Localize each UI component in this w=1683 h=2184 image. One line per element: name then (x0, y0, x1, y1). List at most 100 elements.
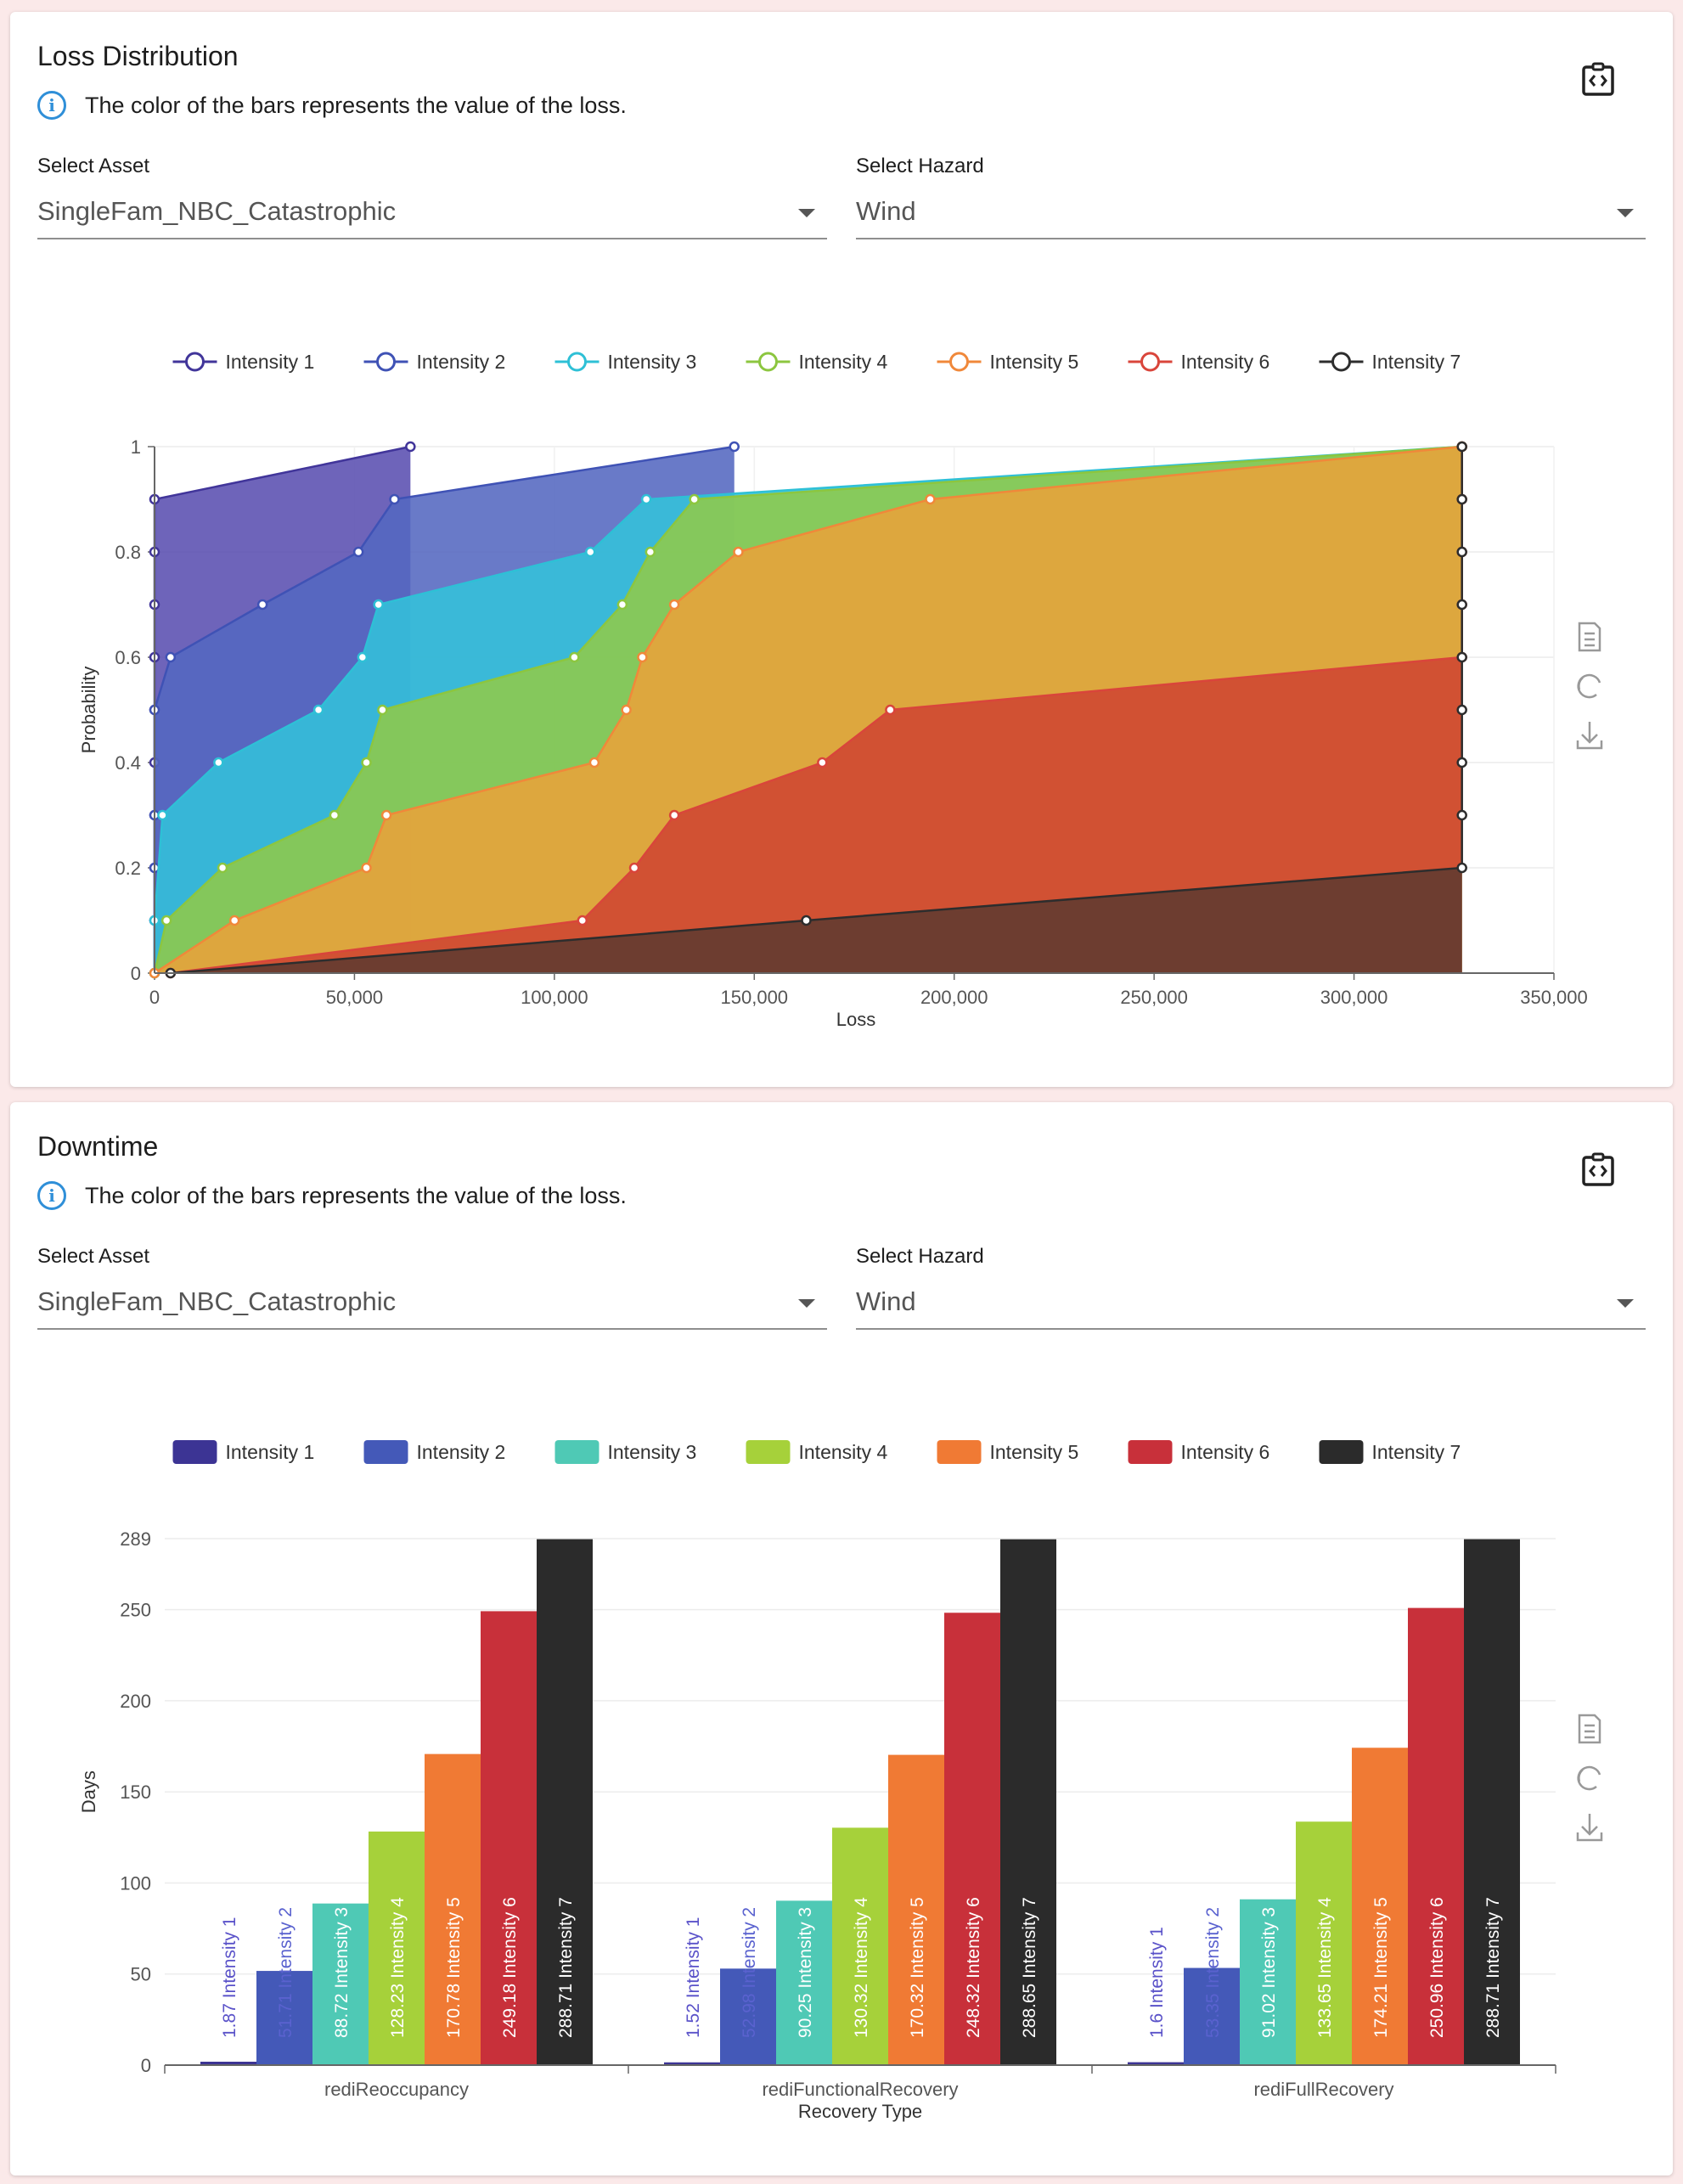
bar[interactable] (1296, 1821, 1352, 2065)
data-point[interactable] (373, 599, 384, 611)
legend-item[interactable]: Intensity 7 (1319, 1440, 1461, 1464)
bar[interactable] (944, 1613, 1000, 2065)
data-point[interactable] (380, 809, 392, 821)
data-point[interactable] (733, 546, 744, 558)
bar[interactable] (1464, 1539, 1520, 2065)
bar[interactable] (1352, 1748, 1408, 2065)
data-point[interactable] (377, 704, 388, 716)
legend-item[interactable]: Intensity 5 (937, 1440, 1079, 1464)
data-point[interactable] (1456, 599, 1467, 611)
bar[interactable] (369, 1831, 425, 2065)
data-view-icon[interactable] (1578, 1714, 1601, 1744)
bar[interactable] (312, 1903, 369, 2065)
legend-item[interactable]: Intensity 3 (554, 1440, 697, 1464)
legend-item[interactable]: Intensity 7 (1319, 351, 1461, 373)
data-point[interactable] (157, 809, 168, 821)
data-point[interactable] (228, 915, 240, 926)
data-point[interactable] (637, 651, 648, 663)
data-point[interactable] (729, 441, 740, 453)
bar[interactable] (200, 2061, 256, 2065)
data-point[interactable] (165, 651, 177, 663)
data-point[interactable] (389, 493, 400, 505)
bar[interactable] (425, 1753, 481, 2065)
hazard-select-label: Select Hazard (856, 1245, 984, 1268)
restore-icon[interactable] (1577, 1765, 1601, 1791)
data-point[interactable] (644, 546, 656, 558)
data-view-icon[interactable] (1578, 622, 1601, 652)
data-point[interactable] (689, 493, 700, 505)
data-point[interactable] (1456, 862, 1467, 874)
data-point[interactable] (160, 915, 172, 926)
bar[interactable] (537, 1539, 593, 2065)
data-point[interactable] (640, 493, 652, 505)
download-icon[interactable] (1576, 722, 1603, 750)
legend-item[interactable]: Intensity 3 (554, 351, 697, 373)
data-point[interactable] (352, 546, 364, 558)
data-point[interactable] (616, 599, 628, 611)
data-point[interactable] (621, 704, 632, 716)
bar[interactable] (1000, 1539, 1056, 2065)
embed-code-icon[interactable] (1579, 1151, 1617, 1189)
bar[interactable] (1184, 1967, 1240, 2065)
legend-item[interactable]: Intensity 5 (937, 351, 1079, 373)
legend-item[interactable]: Intensity 1 (172, 351, 315, 373)
data-point[interactable] (1456, 546, 1467, 558)
data-point[interactable] (405, 441, 416, 453)
bar[interactable] (256, 1971, 312, 2065)
data-point[interactable] (925, 493, 936, 505)
data-point[interactable] (1456, 651, 1467, 663)
data-point[interactable] (1456, 704, 1467, 716)
data-point[interactable] (312, 704, 324, 716)
asset-select[interactable]: SingleFam_NBC_Catastrophic (37, 190, 827, 239)
data-point[interactable] (668, 809, 680, 821)
bar[interactable] (481, 1611, 537, 2065)
x-tick-label: 150,000 (721, 987, 789, 1008)
bar[interactable] (1240, 1899, 1296, 2065)
data-point[interactable] (1456, 757, 1467, 768)
bar[interactable] (720, 1968, 776, 2065)
legend-item[interactable]: Intensity 6 (1128, 351, 1270, 373)
legend-item[interactable]: Intensity 6 (1128, 1440, 1270, 1464)
asset-select[interactable]: SingleFam_NBC_Catastrophic (37, 1281, 827, 1330)
data-point[interactable] (588, 757, 600, 768)
data-point[interactable] (577, 915, 588, 926)
x-tick-label: 200,000 (920, 987, 988, 1008)
legend-item[interactable]: Intensity 2 (363, 351, 506, 373)
bar[interactable] (832, 1827, 888, 2065)
data-point[interactable] (256, 599, 268, 611)
bar-label: 133.65 Intensity 4 (1315, 1897, 1335, 2038)
data-point[interactable] (628, 862, 640, 874)
data-point[interactable] (584, 546, 596, 558)
legend-item[interactable]: Intensity 1 (172, 1440, 315, 1464)
data-point[interactable] (569, 651, 580, 663)
data-point[interactable] (1456, 441, 1467, 453)
data-point[interactable] (213, 757, 224, 768)
y-tick-label: 0.8 (115, 542, 141, 563)
legend-item[interactable]: Intensity 4 (746, 1440, 888, 1464)
bar[interactable] (888, 1754, 944, 2065)
data-point[interactable] (329, 809, 341, 821)
restore-icon[interactable] (1577, 673, 1601, 699)
hazard-select[interactable]: Wind (856, 190, 1646, 239)
bar[interactable] (1408, 1607, 1464, 2065)
data-point[interactable] (885, 704, 896, 716)
data-point[interactable] (801, 915, 812, 926)
data-point[interactable] (361, 862, 372, 874)
data-point[interactable] (361, 757, 372, 768)
bar[interactable] (776, 1900, 832, 2065)
y-axis-title: Probability (78, 667, 99, 754)
data-point[interactable] (817, 757, 828, 768)
embed-code-icon[interactable] (1579, 61, 1617, 99)
data-point[interactable] (668, 599, 680, 611)
bar[interactable] (664, 2062, 720, 2065)
y-tick-label: 1 (131, 436, 141, 458)
data-point[interactable] (357, 651, 369, 663)
data-point[interactable] (217, 862, 228, 874)
bar[interactable] (1128, 2062, 1184, 2065)
hazard-select[interactable]: Wind (856, 1281, 1646, 1330)
download-icon[interactable] (1576, 1814, 1603, 1842)
legend-item[interactable]: Intensity 4 (746, 351, 888, 373)
data-point[interactable] (1456, 809, 1467, 821)
legend-item[interactable]: Intensity 2 (363, 1440, 506, 1464)
data-point[interactable] (1456, 493, 1467, 505)
